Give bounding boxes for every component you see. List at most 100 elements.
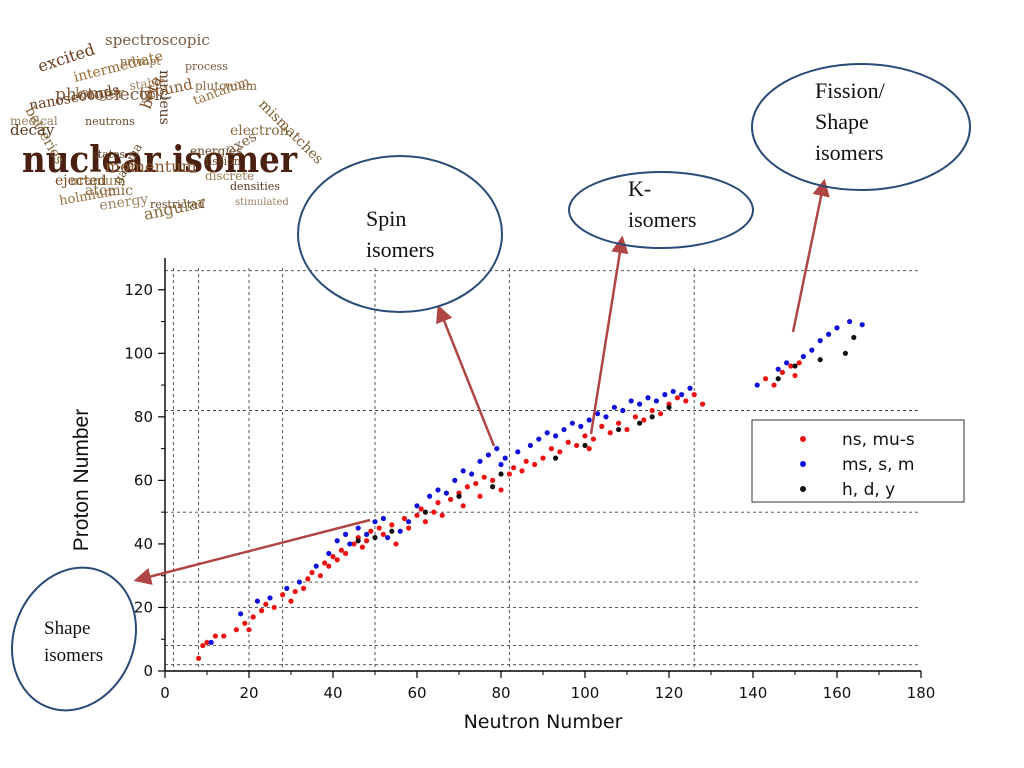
data-point — [443, 490, 449, 496]
data-point — [221, 633, 227, 639]
data-point — [431, 509, 437, 515]
data-point — [498, 487, 504, 493]
data-point — [334, 538, 340, 544]
data-point — [271, 604, 277, 611]
legend-label: h, d, y — [842, 480, 895, 500]
data-point — [418, 506, 424, 512]
data-point — [355, 525, 361, 531]
data-point — [527, 442, 534, 449]
word-cloud-word: longer — [75, 84, 125, 102]
data-point — [397, 528, 403, 534]
arrow-k-isomers — [589, 235, 629, 435]
data-point — [401, 515, 407, 522]
data-point — [343, 550, 349, 557]
data-point — [565, 439, 571, 445]
series-h — [355, 334, 857, 544]
data-point — [380, 515, 386, 522]
legend-box — [751, 419, 965, 503]
data-point — [679, 392, 685, 398]
word-cloud-word: photoelectric — [55, 85, 169, 105]
word-cloud-word: densities — [230, 180, 280, 193]
word-cloud-word: decay — [10, 121, 55, 139]
x-tick-label: 60 — [407, 684, 426, 702]
data-point — [490, 484, 496, 490]
legend-marker — [800, 461, 806, 467]
x-tick-label: 20 — [239, 684, 258, 702]
y-tick-label: 80 — [134, 408, 153, 426]
data-point — [422, 509, 428, 515]
data-point — [317, 573, 323, 579]
data-point — [607, 430, 613, 436]
data-point — [313, 563, 319, 569]
word-cloud-word: medical — [10, 114, 58, 128]
data-point — [439, 512, 445, 518]
data-point — [641, 417, 647, 423]
legend-label: ms, s, m — [842, 455, 914, 475]
data-point — [263, 601, 269, 607]
data-point — [553, 455, 559, 461]
data-point — [792, 372, 798, 379]
data-point — [280, 592, 286, 598]
data-point — [616, 426, 622, 433]
series-ns — [196, 360, 802, 661]
callout-ellipse — [568, 171, 754, 249]
arrow-fission-isomers — [791, 178, 830, 333]
data-point — [364, 531, 370, 537]
data-point — [632, 414, 639, 420]
data-point — [435, 487, 441, 493]
data-points — [196, 318, 865, 661]
data-point — [666, 404, 672, 410]
data-point — [628, 398, 634, 404]
data-point — [254, 598, 260, 604]
x-tick-label: 120 — [655, 684, 684, 702]
y-tick-labels: 0 20 40 60 80 100 120 — [124, 281, 153, 680]
data-point — [477, 493, 483, 499]
data-point — [817, 357, 823, 363]
data-point — [452, 477, 458, 483]
data-point — [469, 471, 475, 477]
data-point — [238, 611, 244, 617]
data-point — [842, 350, 849, 356]
x-tick-labels: 0 20 40 60 80 100 120 140 160 180 — [160, 684, 935, 702]
data-point — [788, 363, 794, 369]
data-point — [670, 388, 676, 395]
word-cloud-word: ejected — [55, 173, 107, 189]
callout-k-isomers: K- isomers — [568, 171, 754, 249]
data-point — [569, 420, 576, 426]
arrow-spin-isomers — [436, 304, 496, 447]
word-cloud-word: momentum — [105, 157, 197, 176]
annotation-arrows — [133, 178, 830, 585]
data-point — [544, 430, 550, 436]
data-point — [561, 426, 567, 433]
data-point — [393, 541, 399, 547]
data-point — [784, 360, 790, 366]
data-point — [389, 528, 395, 534]
data-point — [200, 642, 206, 649]
arrow-shape-isomers — [133, 518, 371, 585]
data-point — [548, 446, 555, 452]
word-cloud-word: process — [185, 60, 228, 73]
data-point — [506, 471, 512, 477]
word-cloud-word: prompt — [120, 55, 161, 68]
word-cloud-word: restricted — [150, 198, 205, 211]
data-point — [208, 639, 214, 646]
data-point — [494, 446, 500, 452]
x-tick-label: 100 — [571, 684, 600, 702]
data-point — [309, 569, 315, 576]
data-point — [775, 376, 781, 382]
data-point — [435, 500, 441, 506]
data-point — [359, 544, 365, 550]
callout-ellipse — [751, 63, 971, 191]
data-point — [578, 423, 584, 429]
data-point — [464, 484, 470, 490]
data-point — [771, 382, 777, 388]
data-point — [691, 392, 697, 398]
y-tick-label: 0 — [143, 662, 153, 680]
data-point — [792, 363, 798, 369]
callout-shape-isomers: Shape isomers — [11, 566, 137, 712]
data-point — [553, 433, 559, 439]
data-point — [536, 436, 542, 442]
data-point — [422, 519, 428, 525]
data-point — [259, 608, 265, 614]
data-point — [477, 458, 483, 464]
